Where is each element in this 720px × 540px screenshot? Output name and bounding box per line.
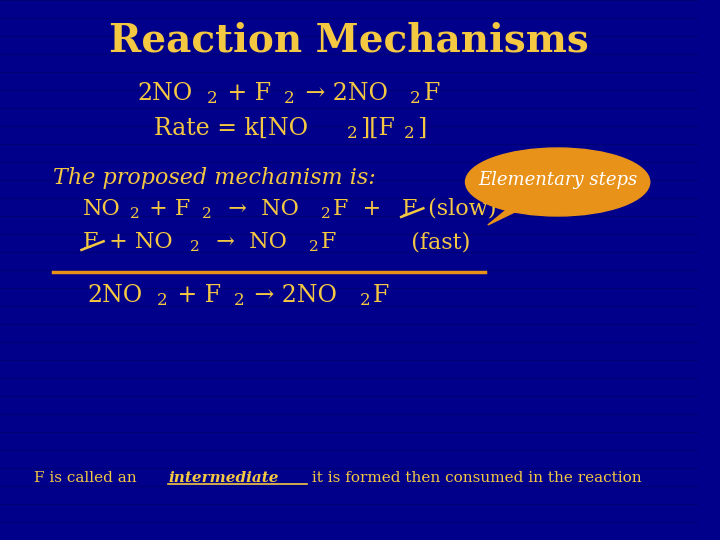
Text: + NO: + NO: [102, 231, 172, 253]
Text: Reaction Mechanisms: Reaction Mechanisms: [109, 21, 589, 59]
Text: + F: + F: [170, 284, 221, 307]
Text: → 2NO: → 2NO: [247, 284, 337, 307]
Text: 2: 2: [410, 90, 420, 107]
Text: F: F: [402, 198, 418, 220]
Text: it is formed then consumed in the reaction: it is formed then consumed in the reacti…: [307, 471, 642, 485]
Text: (slow): (slow): [421, 198, 497, 220]
Text: 2: 2: [234, 292, 244, 309]
Text: 2: 2: [403, 125, 414, 143]
Text: (fast): (fast): [340, 231, 470, 253]
Text: 2: 2: [202, 207, 212, 221]
Ellipse shape: [466, 148, 649, 216]
Text: The proposed mechanism is:: The proposed mechanism is:: [53, 167, 376, 189]
Text: F: F: [82, 231, 98, 253]
Text: NO: NO: [82, 198, 120, 220]
Text: 2NO: 2NO: [87, 284, 143, 307]
Text: Elementary steps: Elementary steps: [478, 171, 637, 189]
Text: 2: 2: [308, 240, 318, 254]
Text: 2: 2: [359, 292, 370, 309]
Text: →  NO: → NO: [215, 198, 300, 220]
Text: 2NO: 2NO: [138, 82, 193, 105]
Polygon shape: [488, 210, 519, 225]
Text: intermediate: intermediate: [168, 471, 279, 485]
Text: 2: 2: [207, 90, 217, 107]
Text: 2: 2: [346, 125, 357, 143]
Text: ][F: ][F: [360, 117, 395, 140]
Text: 2: 2: [190, 240, 199, 254]
Text: 2: 2: [284, 90, 295, 107]
Text: + F: + F: [142, 198, 190, 220]
Text: 2: 2: [156, 292, 167, 309]
Text: F: F: [320, 231, 336, 253]
Text: 2: 2: [320, 207, 330, 221]
Text: Rate = k[NO: Rate = k[NO: [153, 117, 307, 140]
Text: →  NO: → NO: [202, 231, 287, 253]
Text: F: F: [423, 82, 440, 105]
Text: + F: + F: [220, 82, 271, 105]
Text: F  +: F +: [333, 198, 388, 220]
Text: → 2NO: → 2NO: [297, 82, 387, 105]
Text: ]: ]: [417, 117, 426, 140]
Text: F is called an: F is called an: [34, 471, 141, 485]
Text: F: F: [373, 284, 390, 307]
Text: 2: 2: [130, 207, 140, 221]
